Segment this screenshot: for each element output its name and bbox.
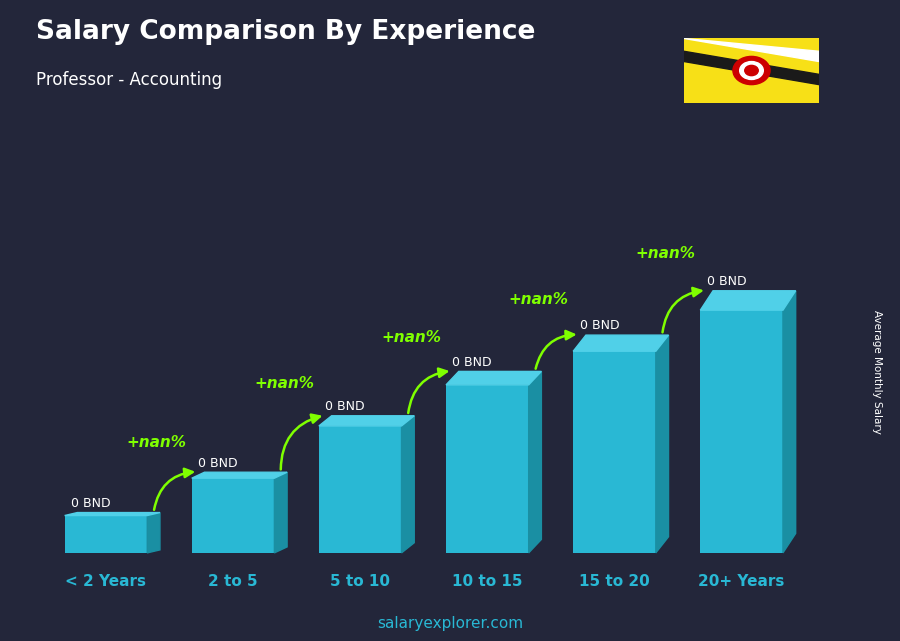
Polygon shape (446, 371, 542, 385)
Polygon shape (148, 513, 160, 553)
Text: 0 BND: 0 BND (198, 456, 238, 470)
Polygon shape (684, 38, 819, 62)
Bar (446, 385, 528, 553)
Polygon shape (656, 335, 669, 553)
Text: Professor - Accounting: Professor - Accounting (36, 71, 222, 88)
Text: +nan%: +nan% (635, 246, 696, 261)
Text: 0 BND: 0 BND (325, 400, 364, 413)
Text: 0 BND: 0 BND (453, 356, 492, 369)
Bar (319, 426, 401, 553)
Polygon shape (528, 371, 542, 553)
Text: +nan%: +nan% (127, 435, 187, 450)
Text: 0 BND: 0 BND (71, 497, 111, 510)
Polygon shape (401, 416, 414, 553)
Text: 0 BND: 0 BND (706, 275, 746, 288)
Polygon shape (684, 51, 819, 85)
Polygon shape (65, 513, 160, 515)
Text: salaryexplorer.com: salaryexplorer.com (377, 617, 523, 631)
Polygon shape (783, 291, 796, 553)
Bar (700, 310, 783, 553)
Circle shape (745, 65, 758, 76)
Text: Salary Comparison By Experience: Salary Comparison By Experience (36, 19, 536, 46)
Bar (65, 515, 148, 553)
Text: 0 BND: 0 BND (580, 319, 619, 333)
Polygon shape (274, 472, 287, 553)
Text: +nan%: +nan% (254, 376, 314, 392)
Bar (192, 478, 274, 553)
Text: +nan%: +nan% (381, 330, 441, 345)
Polygon shape (319, 416, 414, 426)
Polygon shape (700, 291, 796, 310)
Text: Average Monthly Salary: Average Monthly Salary (872, 310, 883, 434)
Bar (573, 351, 656, 553)
Text: +nan%: +nan% (508, 292, 568, 307)
Polygon shape (192, 472, 287, 478)
Circle shape (740, 62, 763, 79)
Circle shape (733, 56, 770, 85)
Polygon shape (573, 335, 669, 351)
